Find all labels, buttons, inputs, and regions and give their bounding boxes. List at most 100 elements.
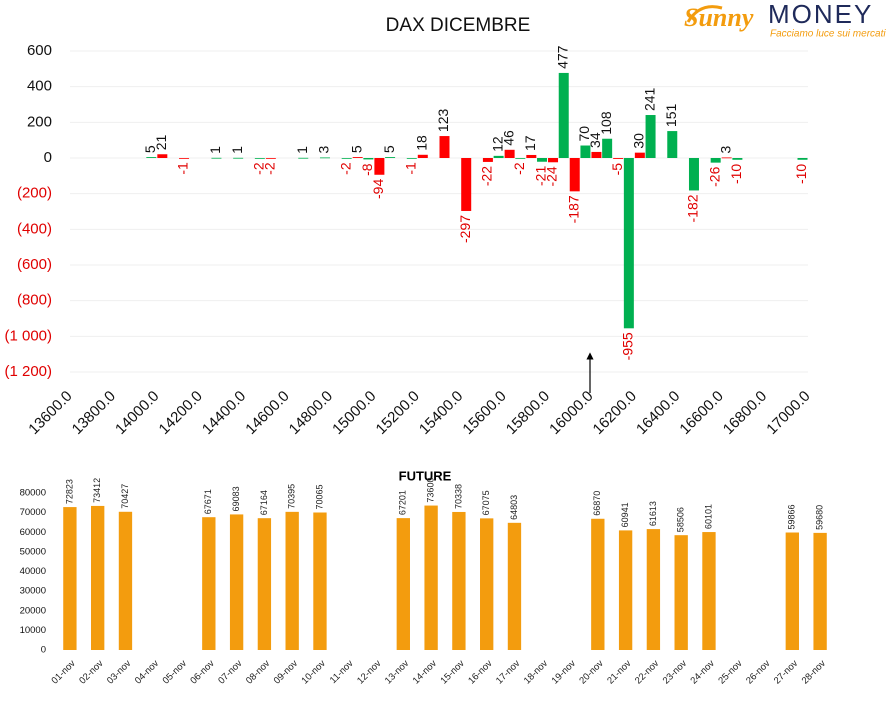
y-tick-label: 80000 (20, 488, 46, 499)
y-tick-label: 30000 (20, 586, 46, 597)
data-label: -2 (251, 162, 267, 175)
x-tick-label: 07-nov (216, 658, 244, 686)
data-label: 477 (554, 45, 570, 69)
x-tick-label: 12-nov (355, 658, 383, 686)
x-tick-label: 27-nov (772, 658, 800, 686)
bar (645, 115, 656, 158)
data-label: -297 (457, 215, 473, 243)
x-tick-label: 20-nov (577, 658, 605, 686)
x-tick-label: 15-nov (438, 658, 466, 686)
data-label: -182 (685, 194, 701, 222)
bar (341, 158, 352, 159)
y-tick-label: (200) (17, 185, 52, 202)
bar (732, 158, 743, 160)
data-label: -2 (511, 162, 527, 175)
bar (813, 532, 827, 650)
bar (298, 157, 309, 159)
bar (493, 155, 504, 158)
bar (91, 505, 105, 650)
data-label: -22 (479, 166, 495, 186)
data-label: 241 (641, 87, 657, 111)
y-tick-label: 600 (27, 42, 52, 59)
x-tick-label: 16200.0 (590, 388, 640, 438)
bar (569, 158, 580, 192)
y-tick-label: (800) (17, 292, 52, 309)
data-label: 151 (663, 103, 679, 127)
bar (623, 158, 634, 329)
bar (580, 145, 591, 158)
data-label: 67201 (398, 490, 408, 515)
data-label: -10 (793, 164, 809, 184)
bar (233, 157, 244, 159)
x-tick-label: 06-nov (188, 658, 216, 686)
data-label: -1 (402, 162, 418, 175)
bar (688, 158, 699, 191)
data-label: -8 (359, 163, 375, 176)
x-tick-label: 14400.0 (199, 388, 249, 438)
bar (417, 154, 428, 158)
data-label: 12 (489, 136, 505, 152)
data-label: 61613 (648, 501, 658, 526)
bar (157, 154, 168, 158)
data-label: 18 (413, 135, 429, 151)
data-label: 30 (631, 133, 647, 149)
bar (118, 511, 133, 650)
bar (618, 530, 633, 650)
data-label: 5 (381, 145, 397, 153)
bar (63, 507, 77, 650)
x-tick-label: 02-nov (77, 658, 105, 686)
data-label: 60941 (620, 502, 630, 527)
x-tick-label: 08-nov (244, 658, 272, 686)
bar (537, 158, 548, 162)
x-tick-label: 23-nov (661, 658, 689, 686)
chart-title: DAX DICEMBRE (386, 15, 531, 36)
x-tick-label: 14-nov (411, 658, 439, 686)
data-label: 17 (522, 135, 538, 151)
x-tick-label: 14200.0 (155, 388, 205, 438)
data-label: 70427 (120, 484, 130, 509)
data-label: 64803 (509, 495, 519, 520)
data-label: -21 (533, 166, 549, 186)
bar (406, 158, 417, 159)
bar (507, 522, 522, 650)
y-tick-label: 40000 (20, 566, 46, 577)
x-tick-label: 17000.0 (763, 388, 813, 438)
bar (674, 535, 688, 650)
bar (591, 151, 602, 158)
bar (526, 154, 537, 158)
y-tick-label: 400 (27, 78, 52, 95)
x-tick-label: 18-nov (522, 658, 550, 686)
data-label: 1 (294, 146, 310, 154)
x-tick-label: 15200.0 (373, 388, 423, 438)
data-label: 1 (229, 146, 245, 154)
x-tick-label: 24-nov (689, 658, 717, 686)
data-label: -5 (609, 163, 625, 176)
bar (439, 136, 450, 158)
y-tick-label: 200 (27, 113, 52, 130)
data-label: -24 (544, 166, 560, 186)
data-label: 3 (316, 145, 332, 153)
bar (480, 518, 494, 650)
x-tick-label: 04-nov (133, 658, 161, 686)
x-tick-label: 10-nov (300, 658, 328, 686)
bar (211, 157, 222, 159)
x-tick-label: 15800.0 (503, 388, 553, 438)
x-tick-label: 15400.0 (416, 388, 466, 438)
x-tick-label: 14600.0 (242, 388, 292, 438)
data-label: 1 (207, 146, 223, 154)
x-tick-label: 15600.0 (459, 388, 509, 438)
bar (146, 157, 157, 158)
bar (363, 158, 374, 160)
logo-name: MONEY (768, 0, 873, 29)
data-label: 5 (348, 145, 364, 153)
data-label: 67164 (259, 490, 269, 515)
y-tick-label: (1 200) (4, 363, 52, 380)
x-tick-label: 13800.0 (69, 388, 119, 438)
bar (591, 518, 605, 650)
y-tick-label: (1 000) (4, 327, 52, 344)
x-tick-label: 13-nov (383, 658, 411, 686)
bar (257, 518, 272, 650)
bar (202, 517, 216, 650)
